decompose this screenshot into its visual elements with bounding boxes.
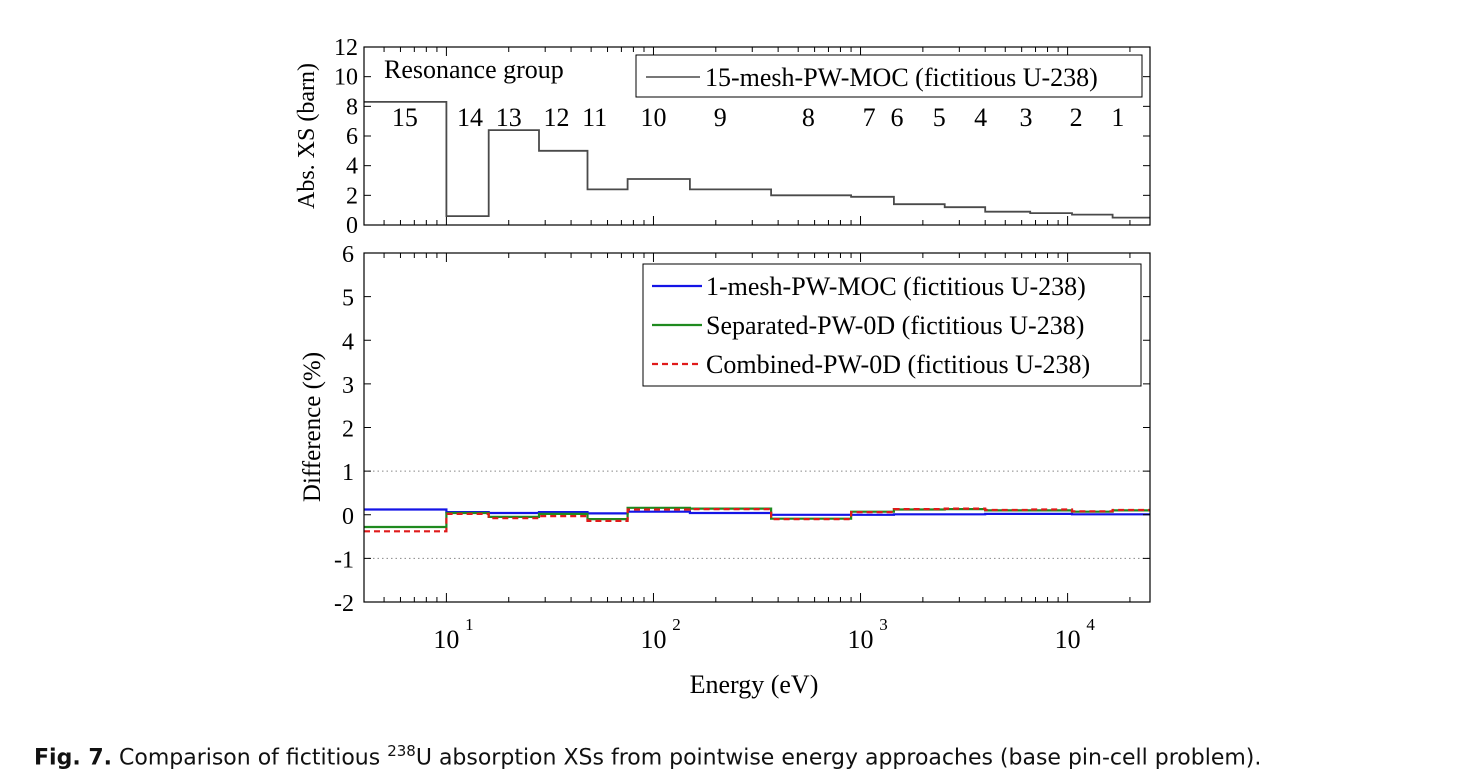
x-tick-label: 10 bbox=[1055, 625, 1081, 654]
resonance-group-label: 14 bbox=[457, 103, 483, 132]
y-tick-label: 10 bbox=[334, 65, 358, 91]
y-tick-label: 12 bbox=[334, 35, 358, 61]
x-tick-label-exponent: 3 bbox=[879, 615, 888, 634]
resonance-group-label: 2 bbox=[1070, 103, 1083, 132]
bottom-x-tick-labels: 10 1 10 2 10 3 10 4 bbox=[433, 615, 1095, 654]
resonance-group-label: 5 bbox=[933, 103, 946, 132]
y-tick-label: 5 bbox=[342, 286, 354, 312]
y-tick-label: 6 bbox=[346, 124, 358, 150]
bottom-legend-box bbox=[642, 263, 1142, 387]
bottom-legend-label-separated: Separated-PW-0D (fictitious U-238) bbox=[706, 311, 1084, 340]
y-tick-label: -1 bbox=[334, 547, 354, 573]
caption-text-before: Comparison of fictitious bbox=[112, 745, 388, 771]
resonance-group-annotation: Resonance group bbox=[384, 55, 564, 84]
resonance-group-label: 4 bbox=[974, 103, 987, 132]
x-tick-label: 10 bbox=[848, 625, 874, 654]
resonance-group-label: 13 bbox=[496, 103, 522, 132]
y-tick-label: 2 bbox=[342, 417, 354, 443]
top-series-layer bbox=[364, 101, 1150, 219]
x-tick-label: 10 bbox=[433, 625, 459, 654]
y-tick-label: -2 bbox=[334, 591, 354, 617]
resonance-group-labels: 15 14 13 12 11 10 9 8 7 6 5 4 3 2 1 bbox=[392, 103, 1125, 132]
series-line-combined bbox=[364, 507, 1150, 533]
top-y-axis-label: Abs. XS (barn) bbox=[294, 63, 320, 209]
series-line-1-mesh bbox=[364, 508, 1150, 516]
top-legend-label-15-mesh: 15-mesh-PW-MOC (fictitious U-238) bbox=[705, 63, 1098, 92]
resonance-group-label: 9 bbox=[714, 103, 727, 132]
caption-label: Fig. 7. bbox=[34, 745, 112, 771]
y-tick-label: 4 bbox=[342, 329, 354, 355]
y-tick-label: 3 bbox=[342, 373, 354, 399]
x-tick-label-exponent: 4 bbox=[1086, 615, 1095, 634]
top-legend: 15-mesh-PW-MOC (fictitious U-238) bbox=[635, 54, 1143, 98]
resonance-group-label: 15 bbox=[392, 103, 418, 132]
resonance-group-label: 10 bbox=[640, 103, 666, 132]
x-tick-label: 10 bbox=[640, 625, 666, 654]
y-tick-label: 8 bbox=[346, 94, 358, 120]
bottom-legend-label-1-mesh: 1-mesh-PW-MOC (fictitious U-238) bbox=[706, 272, 1086, 301]
resonance-group-label: 6 bbox=[890, 103, 903, 132]
y-tick-label: 6 bbox=[342, 242, 354, 268]
bottom-series-layer bbox=[364, 506, 1150, 533]
caption-text-after: U absorption XSs from pointwise energy a… bbox=[415, 745, 1262, 771]
resonance-group-label: 11 bbox=[582, 103, 607, 132]
y-tick-label: 1 bbox=[342, 460, 354, 486]
bottom-legend: 1-mesh-PW-MOC (fictitious U-238) Separat… bbox=[642, 263, 1142, 387]
x-tick-label-exponent: 1 bbox=[465, 615, 474, 634]
caption-superscript: 238 bbox=[387, 742, 416, 760]
y-tick-label: 0 bbox=[346, 213, 358, 239]
series-line-15-mesh bbox=[364, 101, 1150, 219]
y-tick-label: 2 bbox=[346, 183, 358, 209]
top-minor-ticks bbox=[363, 47, 1131, 225]
figure-caption: Fig. 7. Comparison of fictitious 238U ab… bbox=[34, 742, 1464, 770]
x-axis-label: Energy (eV) bbox=[690, 670, 819, 699]
resonance-group-label: 1 bbox=[1111, 103, 1124, 132]
resonance-group-label: 12 bbox=[543, 103, 569, 132]
bottom-y-tick-labels: -2 -1 0 1 2 3 4 5 6 bbox=[334, 242, 1150, 617]
bottom-y-axis-label: Difference (%) bbox=[299, 352, 326, 502]
y-tick-label: 0 bbox=[342, 504, 354, 530]
bottom-minor-ticks bbox=[363, 253, 1131, 602]
top-legend-box bbox=[635, 54, 1143, 98]
resonance-group-label: 8 bbox=[802, 103, 815, 132]
series-line-separated bbox=[364, 506, 1150, 529]
x-tick-label-exponent: 2 bbox=[672, 615, 681, 634]
resonance-group-label: 3 bbox=[1020, 103, 1033, 132]
bottom-legend-label-combined: Combined-PW-0D (fictitious U-238) bbox=[706, 350, 1090, 379]
bottom-reference-lines bbox=[364, 470, 1150, 559]
y-tick-label: 4 bbox=[346, 154, 358, 180]
resonance-group-label: 7 bbox=[863, 103, 876, 132]
